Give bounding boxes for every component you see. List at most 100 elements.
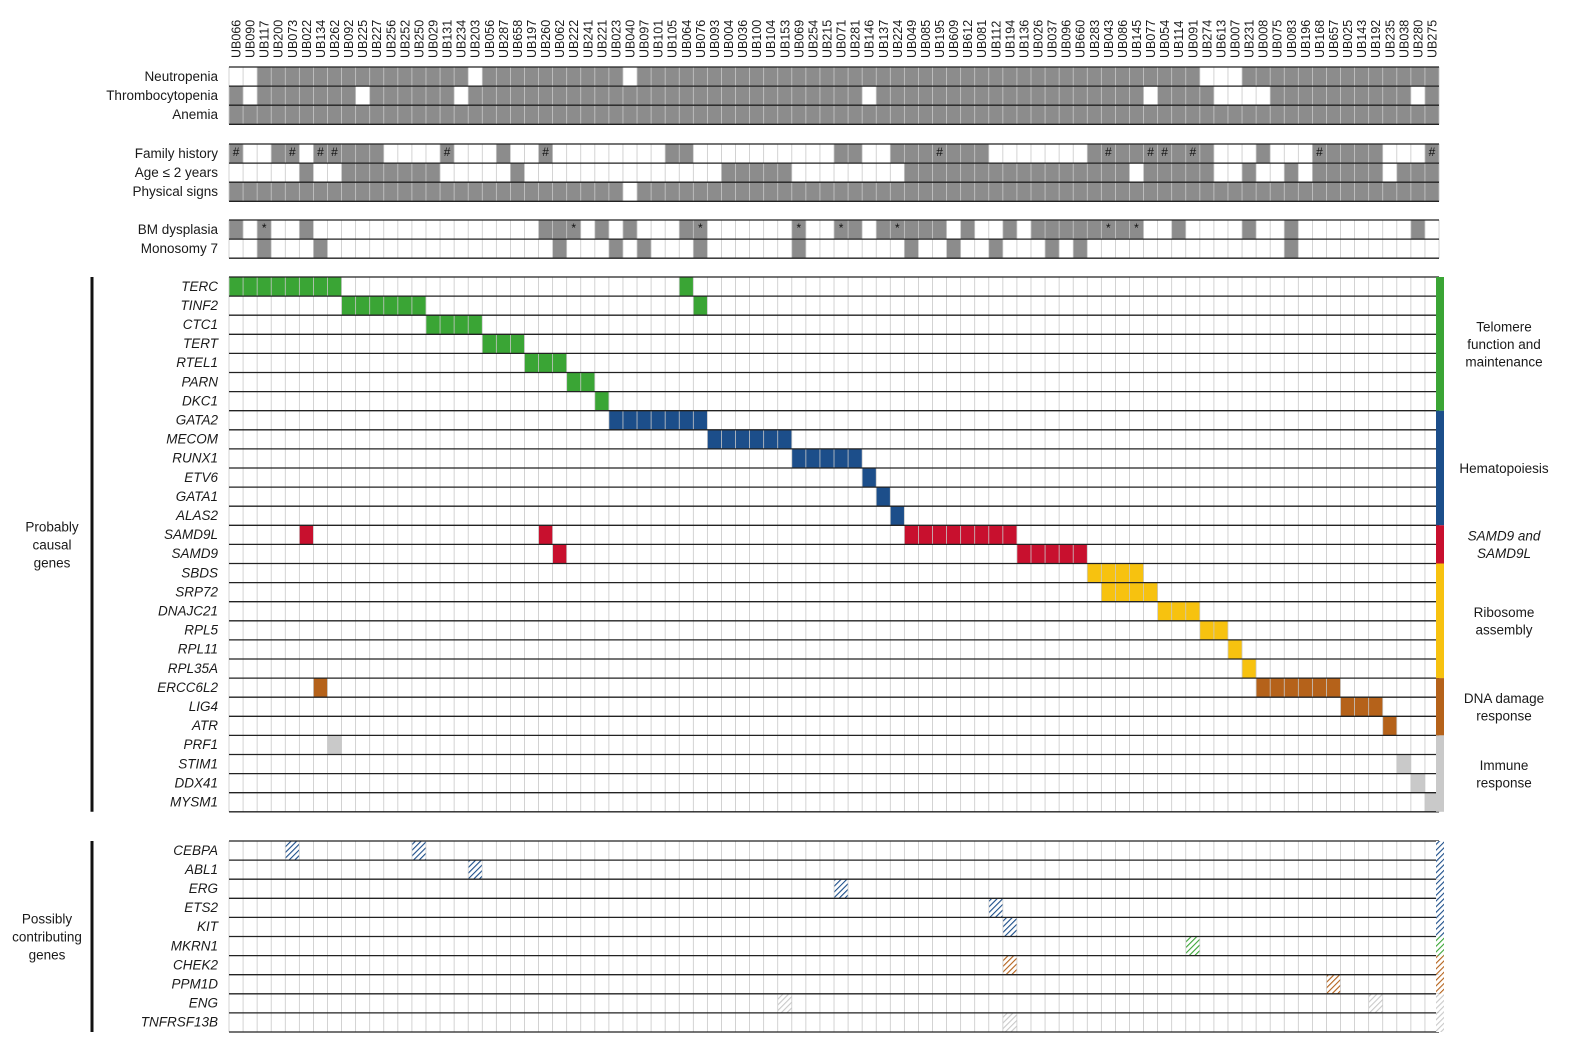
row-label: RUNX1 [172,451,218,466]
contributing-genes-panel: CEBPA ABL1 ERG ETS2 KIT MKRN1 CHEK2 PPM1D ENG TNF… [141,840,1440,1033]
cell-mark [1030,67,1046,87]
cell-mark [229,86,244,106]
cell-mark [1129,67,1144,87]
cell-symbol: * [796,221,801,235]
contributing-color-bar [1436,1012,1444,1032]
cell-mark [791,182,806,202]
cell-mark [1424,67,1440,87]
cell-mark [918,86,933,106]
row-label: GATA1 [176,489,218,504]
cell-mark [1143,105,1158,125]
cell-mark [637,410,652,430]
cell-mark [468,86,483,106]
cell-mark [693,239,708,259]
patient-label: UB069 [792,20,806,58]
cell-mark [1101,563,1116,583]
cell-mark [1227,639,1243,659]
cell-mark [735,86,750,106]
row-label: Neutropenia [144,69,218,84]
patient-label: UB092 [342,20,356,58]
cell-mark [341,67,356,87]
cell-mark [974,182,989,202]
cell-mark [1199,182,1214,202]
cell-mark [1340,163,1355,183]
cell-mark [1016,182,1031,202]
cell-mark [946,182,961,202]
cell-mark [876,487,891,507]
cell-mark [383,105,398,125]
patient-label: UB131 [441,20,455,58]
cell-mark [411,841,426,861]
cell-mark [707,86,722,106]
patient-label: UB194 [1003,20,1017,58]
patient-label: UB136 [1017,20,1031,58]
cell-mark [876,105,891,125]
cell-mark [594,105,609,125]
cell-mark [1199,144,1214,164]
cell-mark [425,67,441,87]
cell-mark [1424,792,1440,812]
row-label: MECOM [166,432,219,447]
cell-mark [735,105,750,125]
category-color-bar [1436,563,1444,679]
row-label: MYSM1 [170,794,218,809]
cell-mark [1326,182,1341,202]
cell-mark [440,105,455,125]
cell-mark [1185,67,1200,87]
cell-mark [1030,86,1046,106]
cell-mark [721,163,736,183]
cell-mark [1059,67,1074,87]
cell-mark [622,86,638,106]
cell-mark [608,239,623,259]
patient-label: UB225 [356,20,370,58]
cell-mark [960,525,975,545]
cell-mark [257,105,272,125]
cell-mark [1382,105,1397,125]
contributing-color-bar [1436,841,1444,861]
patient-label: UB093 [708,20,722,58]
cell-mark [777,105,792,125]
cell-mark [1185,163,1200,183]
cell-symbol: # [542,145,549,159]
row-label: TINF2 [180,298,218,313]
section-label-causal: causal [32,537,71,552]
cell-mark [229,220,244,240]
cell-mark [988,105,1003,125]
cell-mark [313,144,328,164]
cell-mark [876,67,891,87]
cell-mark [1368,697,1383,717]
row-label: SRP72 [175,584,218,599]
cell-mark [1115,182,1130,202]
cell-mark [988,898,1003,918]
patient-label: UB196 [1299,20,1313,58]
cell-mark [1354,163,1369,183]
category-color-bar [1436,525,1444,564]
cell-mark [594,182,609,202]
cell-mark [425,105,441,125]
cell-mark [834,220,849,240]
cell-mark [468,105,483,125]
cell-mark [468,315,483,335]
patient-label: UB145 [1130,20,1144,58]
category-annotations: Telomere function and maintenance Hematopoi… [12,277,1549,1032]
cell-mark [355,67,370,87]
cell-mark [229,277,244,297]
cell-mark [1284,220,1299,240]
patient-label: UB081 [975,20,989,58]
cell-mark [651,105,666,125]
cell-mark [637,67,652,87]
cell-mark [665,67,680,87]
category-label: maintenance [1465,354,1542,369]
row-label: LIG4 [189,699,218,714]
cell-mark [1312,182,1327,202]
cell-mark [876,182,891,202]
patient-label: UB022 [300,20,314,58]
cell-mark [721,67,736,87]
cell-mark [932,105,947,125]
row-label: RPL11 [178,642,218,657]
cell-mark [946,163,961,183]
cell-mark [679,144,694,164]
cell-mark [369,296,384,316]
row-label: RTEL1 [176,355,218,370]
cell-mark [341,86,356,106]
